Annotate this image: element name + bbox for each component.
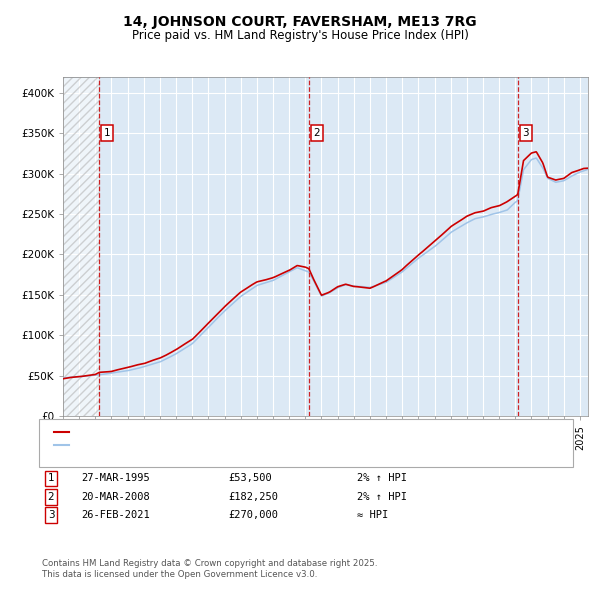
- Text: 2: 2: [47, 492, 55, 502]
- Text: 1: 1: [104, 128, 110, 138]
- Text: £53,500: £53,500: [228, 474, 272, 483]
- Text: £182,250: £182,250: [228, 492, 278, 502]
- Text: 27-MAR-1995: 27-MAR-1995: [81, 474, 150, 483]
- Text: HPI: Average price, semi-detached house, Swale: HPI: Average price, semi-detached house,…: [72, 441, 308, 450]
- Text: 14, JOHNSON COURT, FAVERSHAM, ME13 7RG (semi-detached house): 14, JOHNSON COURT, FAVERSHAM, ME13 7RG (…: [72, 428, 412, 437]
- Text: This data is licensed under the Open Government Licence v3.0.: This data is licensed under the Open Gov…: [42, 571, 317, 579]
- Text: ≈ HPI: ≈ HPI: [357, 510, 388, 520]
- Text: Contains HM Land Registry data © Crown copyright and database right 2025.: Contains HM Land Registry data © Crown c…: [42, 559, 377, 568]
- Bar: [63, 77, 99, 416]
- Text: 26-FEB-2021: 26-FEB-2021: [81, 510, 150, 520]
- Text: 3: 3: [523, 128, 529, 138]
- Text: 2% ↑ HPI: 2% ↑ HPI: [357, 474, 407, 483]
- Text: 2% ↑ HPI: 2% ↑ HPI: [357, 492, 407, 502]
- Text: Price paid vs. HM Land Registry's House Price Index (HPI): Price paid vs. HM Land Registry's House …: [131, 30, 469, 42]
- Text: 2: 2: [314, 128, 320, 138]
- Text: 1: 1: [47, 474, 55, 483]
- Text: 3: 3: [47, 510, 55, 520]
- Text: 14, JOHNSON COURT, FAVERSHAM, ME13 7RG: 14, JOHNSON COURT, FAVERSHAM, ME13 7RG: [123, 15, 477, 29]
- Text: £270,000: £270,000: [228, 510, 278, 520]
- Text: 20-MAR-2008: 20-MAR-2008: [81, 492, 150, 502]
